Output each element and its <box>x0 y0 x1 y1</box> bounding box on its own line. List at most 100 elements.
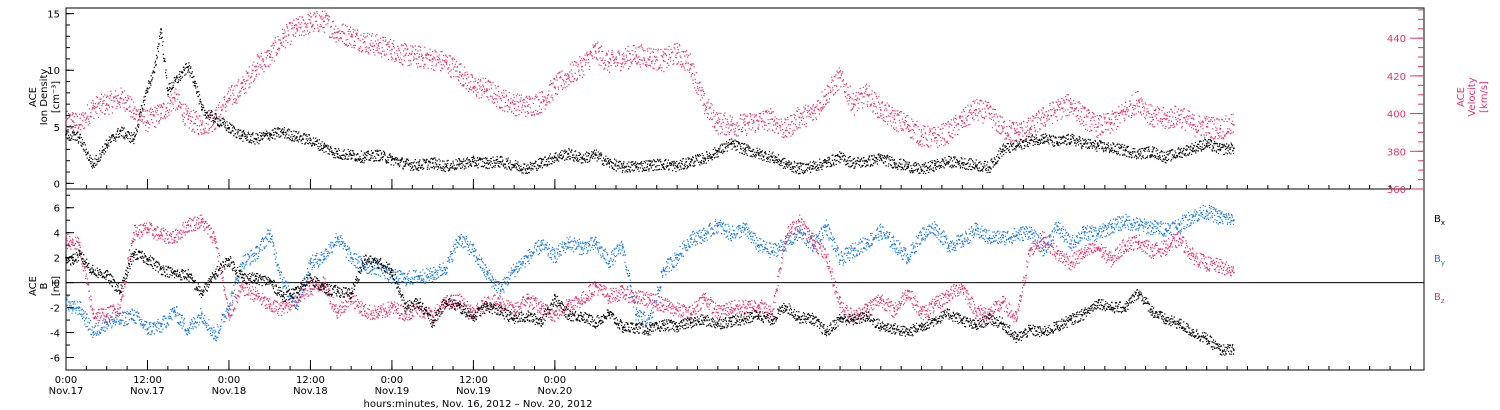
data-dot <box>106 146 108 148</box>
data-dot <box>291 138 293 140</box>
data-dot <box>506 104 508 106</box>
data-dot <box>581 157 583 159</box>
data-dot <box>97 161 99 163</box>
data-dot <box>244 133 246 136</box>
data-dot <box>1039 128 1041 130</box>
data-dot <box>87 151 89 153</box>
data-dot <box>601 50 603 53</box>
data-dot <box>91 109 93 111</box>
data-dot <box>476 95 478 97</box>
data-dot <box>1078 101 1080 103</box>
data-dot <box>532 111 534 113</box>
data-dot <box>1111 127 1113 130</box>
data-dot <box>1116 126 1118 128</box>
data-dot <box>474 162 476 164</box>
data-dot <box>272 134 275 136</box>
data-dot <box>72 131 74 133</box>
data-dot <box>1024 132 1026 134</box>
data-dot <box>960 120 963 122</box>
data-dot <box>141 107 143 109</box>
data-dot <box>114 96 116 98</box>
data-dot <box>391 42 393 44</box>
data-dot <box>377 39 379 41</box>
data-dot <box>585 158 587 161</box>
data-dot <box>598 155 600 157</box>
data-dot <box>644 64 647 66</box>
data-dot <box>563 80 565 82</box>
data-dot <box>507 100 509 102</box>
data-dot <box>656 59 659 61</box>
data-dot <box>1021 127 1023 129</box>
data-dot <box>275 128 277 130</box>
data-dot <box>1058 106 1060 109</box>
data-dot <box>326 144 328 146</box>
data-dot <box>419 166 421 168</box>
data-dot <box>492 167 494 169</box>
data-dot <box>381 159 384 161</box>
data-dot <box>564 159 566 161</box>
data-dot <box>559 157 561 159</box>
data-dot <box>944 143 946 145</box>
data-dot <box>399 52 402 54</box>
data-dot <box>272 42 274 44</box>
data-dot <box>363 41 365 43</box>
data-dot <box>1164 127 1166 129</box>
data-dot <box>981 116 983 119</box>
data-dot <box>588 152 590 155</box>
bottom-tick-label: 2 <box>54 254 60 265</box>
data-dot <box>99 159 101 161</box>
data-dot <box>745 114 747 116</box>
data-dot <box>1001 116 1003 118</box>
data-dot <box>596 58 598 60</box>
data-dot <box>1171 124 1173 126</box>
data-point <box>757 153 760 155</box>
data-point <box>1110 122 1113 124</box>
data-dot <box>323 26 325 29</box>
data-dot <box>512 164 514 166</box>
data-dot <box>459 74 461 76</box>
data-dot <box>842 71 844 73</box>
data-dot <box>264 133 266 135</box>
data-point <box>1178 152 1181 154</box>
data-dot <box>563 150 565 152</box>
data-dot <box>412 45 414 47</box>
data-dot <box>943 145 945 147</box>
data-dot <box>1138 102 1141 104</box>
data-dot <box>1010 125 1012 127</box>
data-point <box>105 103 108 105</box>
data-dot <box>1194 135 1196 137</box>
data-dot <box>976 109 978 111</box>
data-dot <box>742 127 744 129</box>
data-dot <box>318 14 321 16</box>
data-dot <box>701 86 703 89</box>
data-dot <box>782 136 785 139</box>
data-dot <box>1195 128 1197 130</box>
data-dot <box>550 162 552 165</box>
data-dot <box>120 129 122 132</box>
data-dot <box>1034 131 1036 133</box>
data-dot <box>598 50 600 52</box>
data-dot <box>1036 122 1038 124</box>
data-dot <box>132 133 135 136</box>
data-dot <box>480 86 482 88</box>
data-dot <box>517 105 519 107</box>
data-dot <box>78 136 81 138</box>
data-dot <box>599 153 601 155</box>
data-dot <box>965 106 967 108</box>
data-dot <box>429 160 431 162</box>
data-dot <box>116 95 118 97</box>
x-tick-time-label: 12:00 <box>133 375 162 386</box>
data-dot <box>1157 119 1159 122</box>
data-dot <box>721 128 723 130</box>
data-dot <box>432 50 434 53</box>
data-dot <box>892 116 894 118</box>
data-dot <box>257 62 259 65</box>
data-dot <box>241 133 244 136</box>
data-dot <box>1193 118 1195 120</box>
data-dot <box>1166 118 1168 120</box>
data-dot <box>349 31 351 33</box>
data-dot <box>426 52 428 54</box>
data-dot <box>657 50 659 52</box>
data-dot <box>673 63 675 65</box>
data-dot <box>607 160 610 163</box>
